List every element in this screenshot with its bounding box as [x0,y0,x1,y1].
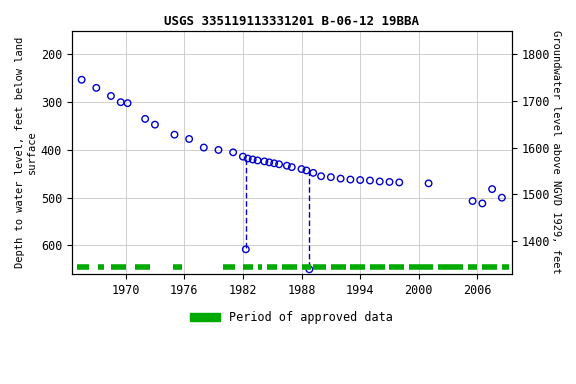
Point [305,266,314,272]
Point [229,149,238,156]
Legend: Period of approved data: Period of approved data [185,307,398,329]
Point [355,177,365,183]
Point [141,116,150,122]
Point [478,200,487,207]
Point [302,167,311,174]
Point [238,154,248,160]
Point [199,144,209,151]
Point [365,177,374,184]
Point [253,157,262,164]
Point [243,156,252,162]
Point [150,122,160,128]
Point [336,175,345,182]
Point [77,77,86,83]
Point [385,179,394,185]
Point [92,85,101,91]
Point [123,100,132,106]
Title: USGS 335119113331201 B-06-12 19BBA: USGS 335119113331201 B-06-12 19BBA [164,15,419,28]
Point [170,132,179,138]
Point [241,246,251,252]
Point [107,93,116,99]
Point [468,198,477,204]
Point [184,136,194,142]
Point [326,174,335,180]
Point [265,159,274,166]
Point [424,180,433,187]
Y-axis label: Groundwater level above NGVD 1929, feet: Groundwater level above NGVD 1929, feet [551,30,561,274]
Point [346,177,355,183]
Point [274,161,283,167]
Point [282,163,291,169]
Point [297,166,306,172]
Point [309,170,318,176]
Point [487,186,497,192]
Point [270,160,279,166]
Point [287,164,297,170]
Y-axis label: Depth to water level, feet below land
surface: Depth to water level, feet below land su… [15,37,37,268]
Point [214,147,223,153]
Point [116,99,126,105]
Point [375,179,384,185]
Point [497,195,506,201]
Point [395,179,404,185]
Point [316,173,325,179]
Point [248,156,257,162]
Point [260,158,269,164]
